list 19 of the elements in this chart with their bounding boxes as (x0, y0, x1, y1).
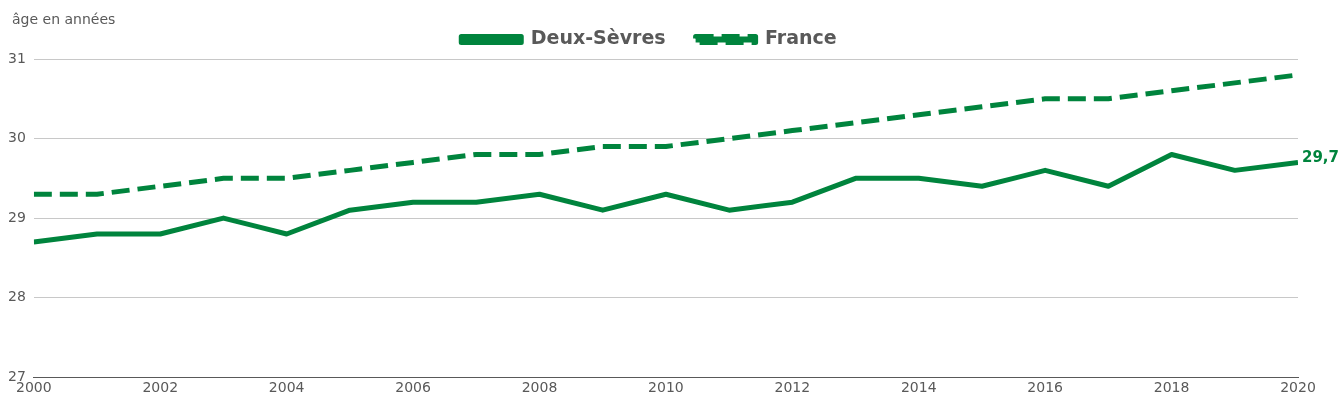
x-tick-label: 2020 (1280, 379, 1316, 396)
x-tick-label: 2016 (1027, 379, 1064, 396)
x-tick-label: 2014 (900, 379, 937, 396)
legend-label: Deux-Sèvres (530, 26, 666, 49)
x-tick-label: 2010 (648, 379, 684, 396)
y-axis-title: âge en années (12, 10, 116, 27)
x-tick-label: 2002 (142, 379, 179, 396)
x-tick-label: 2018 (1153, 379, 1190, 396)
x-tick-label: 2008 (521, 379, 558, 396)
x-tick-label: 2004 (268, 379, 305, 396)
y-tick-label: 29 (7, 208, 26, 225)
data-label: 29,7 (1302, 148, 1340, 167)
x-tick-label: 2000 (15, 379, 52, 396)
y-tick-label: 31 (7, 49, 26, 66)
y-tick-label: 30 (7, 129, 26, 146)
x-tick-label: 2012 (774, 379, 811, 396)
x-tick-label: 2006 (395, 379, 431, 396)
y-tick-label: 28 (7, 288, 26, 305)
legend-label: France (765, 26, 837, 49)
